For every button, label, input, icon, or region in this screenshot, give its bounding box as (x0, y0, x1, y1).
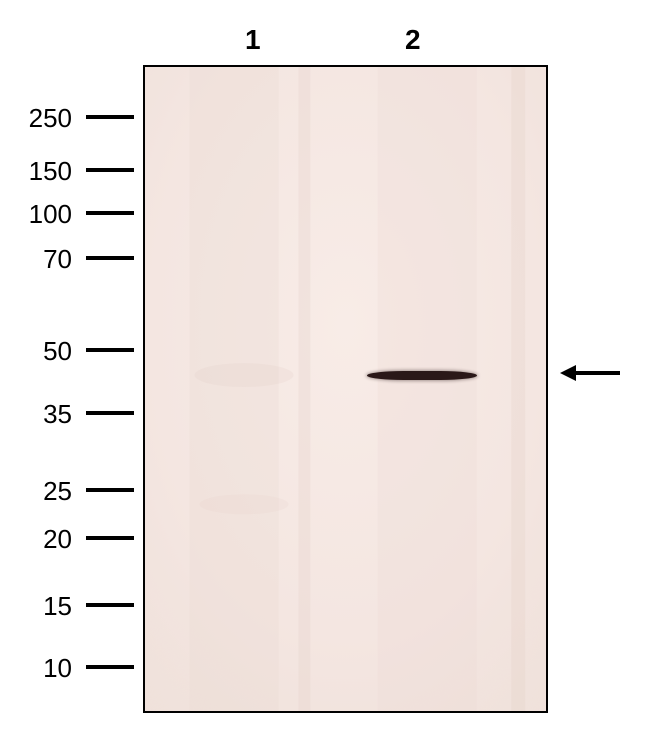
mw-label-35: 35 (12, 399, 72, 430)
mw-tick-35 (86, 411, 134, 415)
mw-tick-70 (86, 256, 134, 260)
mw-label-150: 150 (12, 156, 72, 187)
mw-label-50: 50 (12, 336, 72, 367)
lane-header-2: 2 (405, 24, 421, 56)
mw-tick-20 (86, 536, 134, 540)
mw-tick-50 (86, 348, 134, 352)
blot-membrane (143, 65, 548, 713)
mw-tick-150 (86, 168, 134, 172)
mw-tick-100 (86, 211, 134, 215)
mw-tick-15 (86, 603, 134, 607)
mw-label-15: 15 (12, 591, 72, 622)
lane-header-1: 1 (245, 24, 261, 56)
mw-tick-25 (86, 488, 134, 492)
mw-label-20: 20 (12, 524, 72, 555)
mw-label-70: 70 (12, 244, 72, 275)
band-arrow (558, 358, 628, 388)
mw-tick-250 (86, 115, 134, 119)
mw-label-100: 100 (12, 199, 72, 230)
mw-label-25: 25 (12, 476, 72, 507)
mw-label-10: 10 (12, 653, 72, 684)
mw-label-250: 250 (12, 103, 72, 134)
band-lane2 (367, 371, 477, 380)
mw-tick-10 (86, 665, 134, 669)
blot-background (145, 67, 546, 711)
